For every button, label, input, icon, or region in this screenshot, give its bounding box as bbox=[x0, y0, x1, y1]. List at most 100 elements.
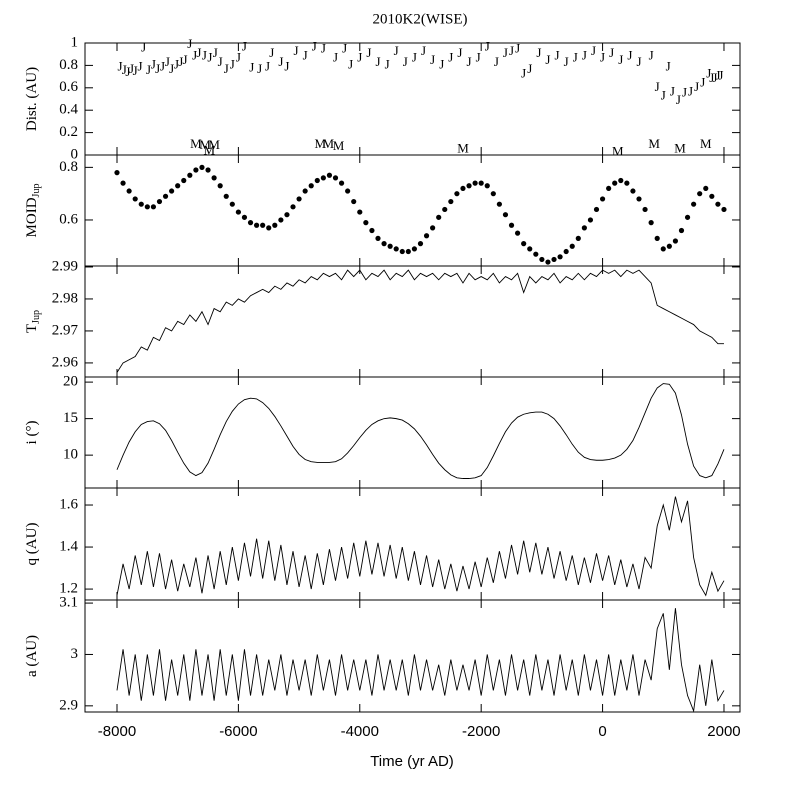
point-marker: J bbox=[582, 47, 587, 62]
point-marker: J bbox=[155, 61, 160, 76]
point-marker: J bbox=[439, 56, 444, 71]
point bbox=[521, 241, 527, 247]
point-marker: J bbox=[321, 41, 326, 56]
point-marker: J bbox=[536, 45, 541, 60]
point bbox=[557, 254, 563, 260]
point bbox=[211, 175, 217, 181]
point-marker: J bbox=[682, 84, 687, 99]
point bbox=[181, 177, 187, 184]
point bbox=[338, 180, 345, 186]
point-marker: J bbox=[242, 38, 247, 53]
line bbox=[116, 608, 725, 713]
point-marker: J bbox=[348, 56, 353, 71]
point-marker: M bbox=[208, 137, 220, 152]
point-marker: J bbox=[412, 50, 417, 65]
point-marker: J bbox=[712, 70, 717, 85]
point bbox=[296, 196, 302, 202]
point-marker: J bbox=[342, 41, 347, 56]
y-tick-label: 0.2 bbox=[59, 124, 78, 140]
point bbox=[314, 177, 320, 184]
point-marker: J bbox=[278, 54, 283, 69]
point-marker: J bbox=[218, 54, 223, 69]
point bbox=[162, 193, 169, 199]
point-marker: J bbox=[555, 47, 560, 62]
point bbox=[345, 188, 351, 194]
point bbox=[514, 230, 521, 236]
point-marker: J bbox=[430, 52, 435, 67]
point-marker: J bbox=[509, 43, 514, 58]
point-marker: J bbox=[169, 61, 174, 76]
point bbox=[642, 206, 648, 213]
x-tick-label: -2000 bbox=[462, 723, 500, 740]
y-axis-label: MOIDJup bbox=[24, 184, 42, 238]
point-marker: M bbox=[199, 137, 211, 152]
point bbox=[721, 206, 727, 213]
point-marker: J bbox=[249, 60, 254, 75]
point-marker: J bbox=[207, 50, 212, 65]
y-tick-label: 3.1 bbox=[59, 595, 78, 611]
x-tick-label: 2000 bbox=[707, 723, 740, 740]
point bbox=[703, 185, 709, 192]
point-marker: J bbox=[133, 63, 138, 78]
point-marker: J bbox=[117, 59, 122, 74]
point-marker: J bbox=[448, 50, 453, 65]
y-tick-label: 0.4 bbox=[59, 102, 78, 118]
point-marker: J bbox=[564, 54, 569, 69]
point-marker: J bbox=[476, 50, 481, 65]
point-marker: J bbox=[485, 38, 490, 53]
point bbox=[430, 225, 436, 231]
point-marker: J bbox=[394, 43, 399, 58]
point-marker: J bbox=[573, 50, 578, 65]
point-marker: J bbox=[224, 61, 229, 76]
point-marker: M bbox=[648, 136, 660, 151]
point-marker: J bbox=[609, 45, 614, 60]
point bbox=[575, 235, 581, 241]
y-tick-label: 2.9 bbox=[59, 697, 78, 713]
point bbox=[351, 198, 357, 205]
point bbox=[496, 201, 502, 207]
point bbox=[187, 172, 193, 178]
point-marker: J bbox=[627, 47, 632, 62]
point-marker: J bbox=[655, 79, 660, 94]
point bbox=[581, 225, 587, 231]
point bbox=[448, 198, 454, 205]
point-marker: J bbox=[503, 45, 508, 60]
point bbox=[636, 196, 642, 202]
y-tick-label: 1.6 bbox=[59, 496, 78, 512]
point bbox=[150, 204, 157, 210]
x-tick-label: -8000 bbox=[98, 723, 136, 740]
point bbox=[193, 167, 199, 173]
point bbox=[308, 183, 314, 189]
point bbox=[697, 191, 703, 197]
point bbox=[260, 222, 266, 228]
point-marker: J bbox=[178, 54, 183, 69]
point bbox=[630, 188, 636, 194]
point bbox=[660, 246, 666, 252]
point-marker: J bbox=[666, 59, 671, 74]
y-tick-label: 2.96 bbox=[52, 354, 79, 370]
point bbox=[302, 188, 308, 194]
point bbox=[320, 175, 326, 181]
point bbox=[126, 188, 132, 194]
y-tick-label: 0.6 bbox=[59, 211, 78, 227]
point bbox=[618, 177, 624, 184]
point bbox=[691, 201, 697, 207]
point-marker: J bbox=[421, 43, 426, 58]
point bbox=[229, 201, 235, 207]
point-marker: M bbox=[203, 143, 215, 158]
point-marker: J bbox=[591, 43, 596, 58]
y-tick-label: 1 bbox=[71, 34, 79, 50]
point bbox=[266, 225, 272, 231]
point-marker: J bbox=[600, 50, 605, 65]
y-axis-label-sub: Jup bbox=[31, 310, 42, 324]
point bbox=[484, 183, 490, 189]
point-marker: J bbox=[265, 59, 270, 74]
point-marker: J bbox=[303, 47, 308, 62]
point bbox=[175, 183, 181, 189]
point-marker: J bbox=[357, 50, 362, 65]
y-axis-label-main: MOID bbox=[24, 197, 40, 237]
point bbox=[405, 248, 411, 255]
y-axis-label-main: i (°) bbox=[24, 421, 40, 445]
y-axis-label: TJup bbox=[24, 310, 42, 333]
